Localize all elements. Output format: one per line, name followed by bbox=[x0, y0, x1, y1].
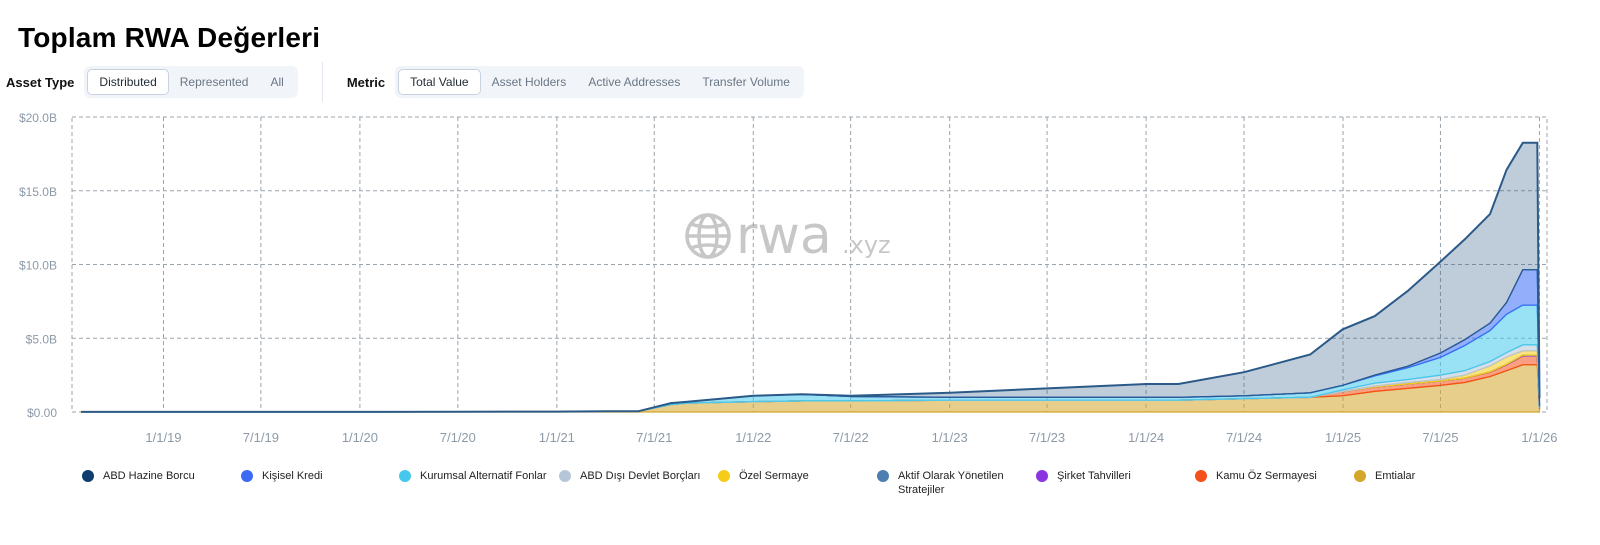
x-tick-label: 1/1/22 bbox=[735, 430, 771, 445]
legend-dot bbox=[241, 470, 253, 482]
legend-dot bbox=[1195, 470, 1207, 482]
metric-asset-holders-button[interactable]: Asset Holders bbox=[491, 75, 567, 89]
x-tick-label: 1/1/23 bbox=[932, 430, 968, 445]
watermark: rwa .xyz bbox=[685, 206, 891, 266]
asset-type-all-button[interactable]: All bbox=[270, 75, 284, 89]
metric-transfer-volume-button[interactable]: Transfer Volume bbox=[702, 75, 790, 89]
asset-type-distributed-button[interactable]: Distributed bbox=[87, 69, 169, 95]
chart-axes: $0.00 $5.0B $10.0B $15.0B $20.0B 1/1/19 7/1/19… bbox=[19, 111, 1558, 445]
x-tick-label: 7/1/19 bbox=[243, 430, 279, 445]
legend-item[interactable]: ABD Hazine Borcu bbox=[82, 469, 238, 483]
legend-dot bbox=[1354, 470, 1366, 482]
legend-label: Özel Sermaye bbox=[739, 470, 809, 482]
x-tick-label: 1/1/20 bbox=[342, 430, 378, 445]
legend-item[interactable]: ABD Dışı Devlet Borçları bbox=[559, 469, 715, 483]
legend-item[interactable]: Kişisel Kredi bbox=[241, 469, 397, 483]
legend-dot bbox=[82, 470, 94, 482]
asset-type-represented-button[interactable]: Represented bbox=[179, 75, 249, 89]
x-tick-label: 1/1/19 bbox=[145, 430, 181, 445]
y-tick-label: $0.00 bbox=[27, 406, 57, 420]
x-tick-label: 7/1/22 bbox=[833, 430, 869, 445]
legend-label: Şirket Tahvilleri bbox=[1057, 470, 1131, 482]
x-tick-label: 1/1/24 bbox=[1128, 430, 1164, 445]
chart-controls: Asset Type Distributed Represented All M… bbox=[6, 62, 804, 102]
legend-dot bbox=[399, 470, 411, 482]
x-tick-label: 1/1/21 bbox=[539, 430, 575, 445]
legend-label: Aktif Olarak Yönetilen Stratejiler bbox=[898, 470, 1004, 496]
asset-type-label: Asset Type bbox=[6, 74, 75, 90]
legend-dot bbox=[559, 470, 571, 482]
legend-item[interactable]: Kurumsal Alternatif Fonlar bbox=[399, 469, 555, 483]
legend-label: Emtialar bbox=[1375, 470, 1416, 482]
chart-areas bbox=[80, 141, 1541, 413]
legend-item[interactable]: Aktif Olarak Yönetilen Stratejiler bbox=[877, 469, 1027, 497]
legend-label: Kurumsal Alternatif Fonlar bbox=[420, 470, 547, 482]
x-tick-label: 7/1/21 bbox=[636, 430, 672, 445]
legend-label: Kişisel Kredi bbox=[262, 470, 323, 482]
metric-active-addresses-button[interactable]: Active Addresses bbox=[588, 75, 681, 89]
legend-item[interactable]: Emtialar bbox=[1354, 469, 1510, 483]
page-title: Toplam RWA Değerleri bbox=[18, 22, 321, 53]
y-tick-label: $5.0B bbox=[26, 332, 57, 346]
legend-dot bbox=[1036, 470, 1048, 482]
watermark-text: rwa bbox=[736, 206, 832, 266]
x-tick-label: 7/1/20 bbox=[440, 430, 476, 445]
y-tick-label: $15.0B bbox=[19, 185, 57, 199]
controls-divider bbox=[321, 62, 323, 102]
legend-dot bbox=[877, 470, 889, 482]
legend-item[interactable]: Özel Sermaye bbox=[718, 469, 874, 483]
y-tick-label: $10.0B bbox=[19, 259, 57, 273]
asset-type-selector: Distributed Represented All bbox=[84, 66, 298, 98]
legend-item[interactable]: Şirket Tahvilleri bbox=[1036, 469, 1192, 483]
area-series-abd-hazine-borcu[interactable] bbox=[81, 142, 1541, 413]
watermark-suffix: .xyz bbox=[842, 231, 891, 259]
metric-selector: Total Value Asset Holders Active Address… bbox=[395, 66, 804, 98]
globe-icon bbox=[685, 213, 731, 259]
x-tick-label: 7/1/23 bbox=[1029, 430, 1065, 445]
y-tick-label: $20.0B bbox=[19, 111, 57, 125]
x-tick-label: 1/1/25 bbox=[1325, 430, 1361, 445]
x-tick-label: 7/1/25 bbox=[1422, 430, 1458, 445]
legend-dot bbox=[718, 470, 730, 482]
metric-label: Metric bbox=[346, 74, 386, 90]
legend-label: Kamu Öz Sermayesi bbox=[1216, 470, 1317, 482]
x-tick-label: 1/1/26 bbox=[1521, 430, 1557, 445]
area-chart[interactable]: rwa .xyz $0.00 $5.0B $10.0B $15.0B $20.0B 1/1… bbox=[0, 100, 1600, 450]
x-tick-label: 7/1/24 bbox=[1226, 430, 1262, 445]
legend-label: ABD Dışı Devlet Borçları bbox=[580, 470, 701, 482]
legend-item[interactable]: Kamu Öz Sermayesi bbox=[1195, 469, 1351, 483]
series-line-abd-hazine-borcu bbox=[81, 141, 1541, 413]
metric-total-value-button[interactable]: Total Value bbox=[398, 69, 481, 95]
legend-label: ABD Hazine Borcu bbox=[103, 470, 195, 482]
